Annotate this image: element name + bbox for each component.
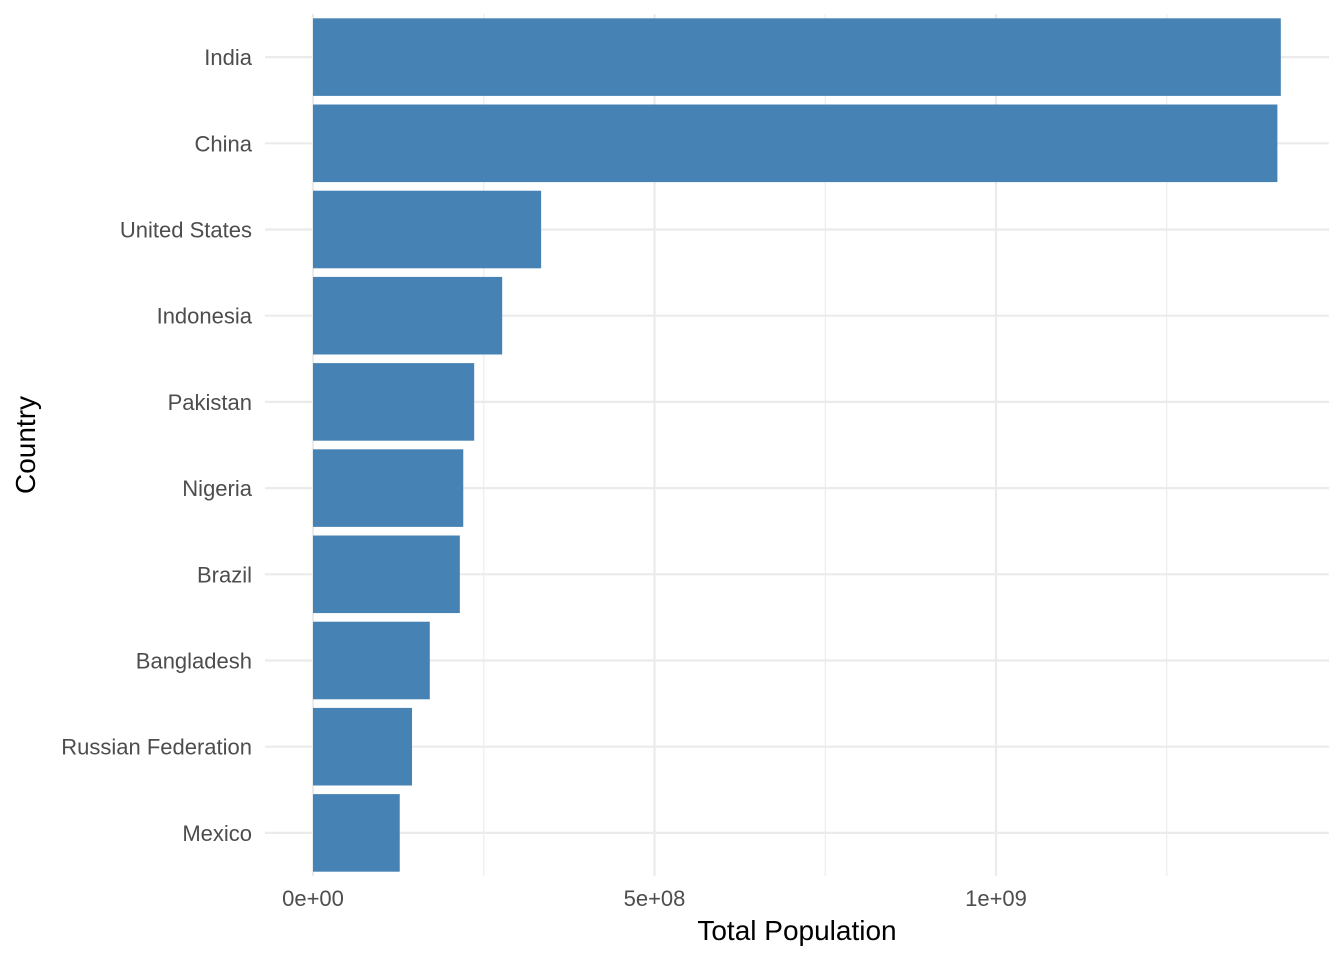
x-tick-label: 5e+08 — [624, 886, 686, 911]
y-tick-label: Nigeria — [182, 476, 252, 501]
y-axis-title: Country — [10, 396, 41, 494]
x-tick-label: 0e+00 — [282, 886, 344, 911]
x-axis-title: Total Population — [697, 915, 896, 946]
bar-china — [313, 104, 1278, 183]
y-tick-label: Pakistan — [168, 390, 252, 415]
y-tick-label: India — [204, 45, 252, 70]
bar-nigeria — [313, 449, 464, 527]
y-tick-label: Indonesia — [157, 304, 253, 329]
bar-pakistan — [313, 363, 475, 441]
y-tick-label: Russian Federation — [61, 735, 252, 760]
bar-mexico — [313, 794, 400, 872]
bar-united-states — [313, 190, 542, 269]
y-tick-label: Bangladesh — [136, 649, 252, 674]
bar-brazil — [313, 535, 460, 614]
bars — [313, 18, 1281, 872]
y-tick-label: China — [195, 131, 253, 156]
bar-bangladesh — [313, 621, 430, 700]
y-axis-tick-labels: India China United States Indonesia Pakistan… — [61, 45, 253, 846]
x-tick-label: 1e+09 — [965, 886, 1027, 911]
bar-indonesia — [313, 276, 503, 355]
bar-india — [313, 18, 1281, 96]
bar-russian-federation — [313, 707, 413, 786]
y-tick-label: United States — [120, 218, 252, 243]
y-tick-label: Mexico — [182, 821, 252, 846]
y-tick-label: Brazil — [197, 562, 252, 587]
x-axis-tick-labels: 0e+00 5e+08 1e+09 — [282, 886, 1027, 911]
